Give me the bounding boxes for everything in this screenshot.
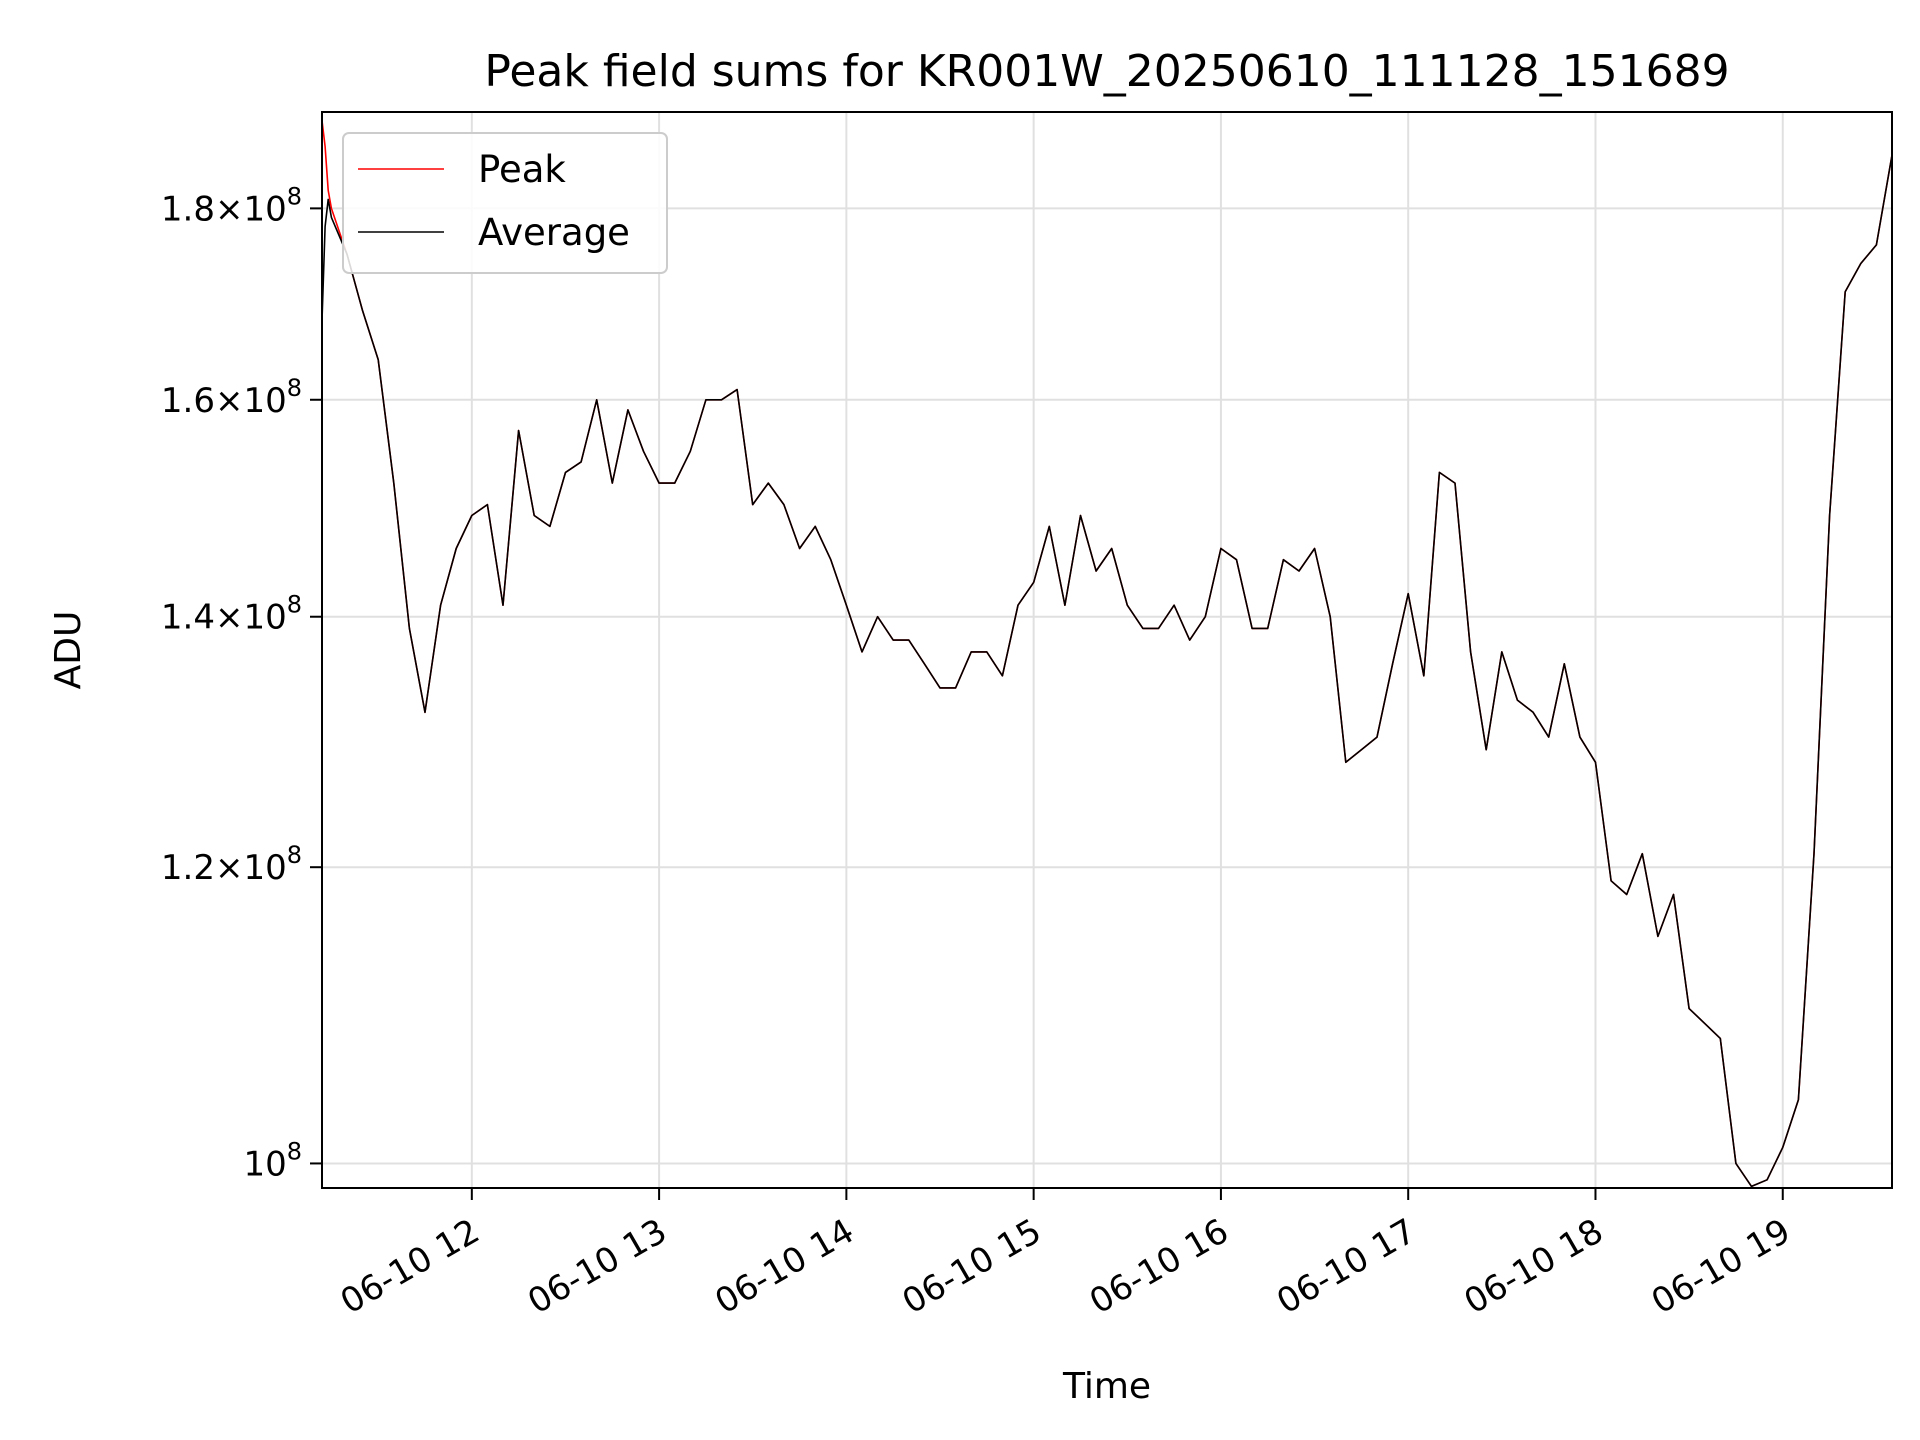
grid (322, 112, 1892, 1188)
plot-frame (321, 111, 1893, 1189)
y-axis-title: ADU (48, 611, 89, 690)
legend-label-peak: Peak (478, 148, 566, 191)
y-tick-label-3: 1.6×108 (161, 374, 302, 421)
y-tick-label-0: 108 (243, 1137, 302, 1184)
series-lines (321, 120, 1893, 1188)
y-tick-label-2: 1.4×108 (161, 591, 302, 638)
y-tick-label-4: 1.8×108 (161, 182, 302, 229)
legend-label-average: Average (478, 211, 630, 254)
legend: Peak Average (342, 132, 668, 274)
y-tick-label-1: 1.2×108 (161, 841, 302, 888)
chart-title: Peak field sums for KR001W_20250610_1111… (484, 46, 1729, 97)
y-axis-ticks: 108 1.2×108 1.4×108 1.6×108 1.8×108 (161, 182, 322, 1184)
series-line-average (321, 154, 1893, 1188)
x-axis-title: Time (1062, 1366, 1151, 1407)
legend-box (342, 132, 668, 274)
